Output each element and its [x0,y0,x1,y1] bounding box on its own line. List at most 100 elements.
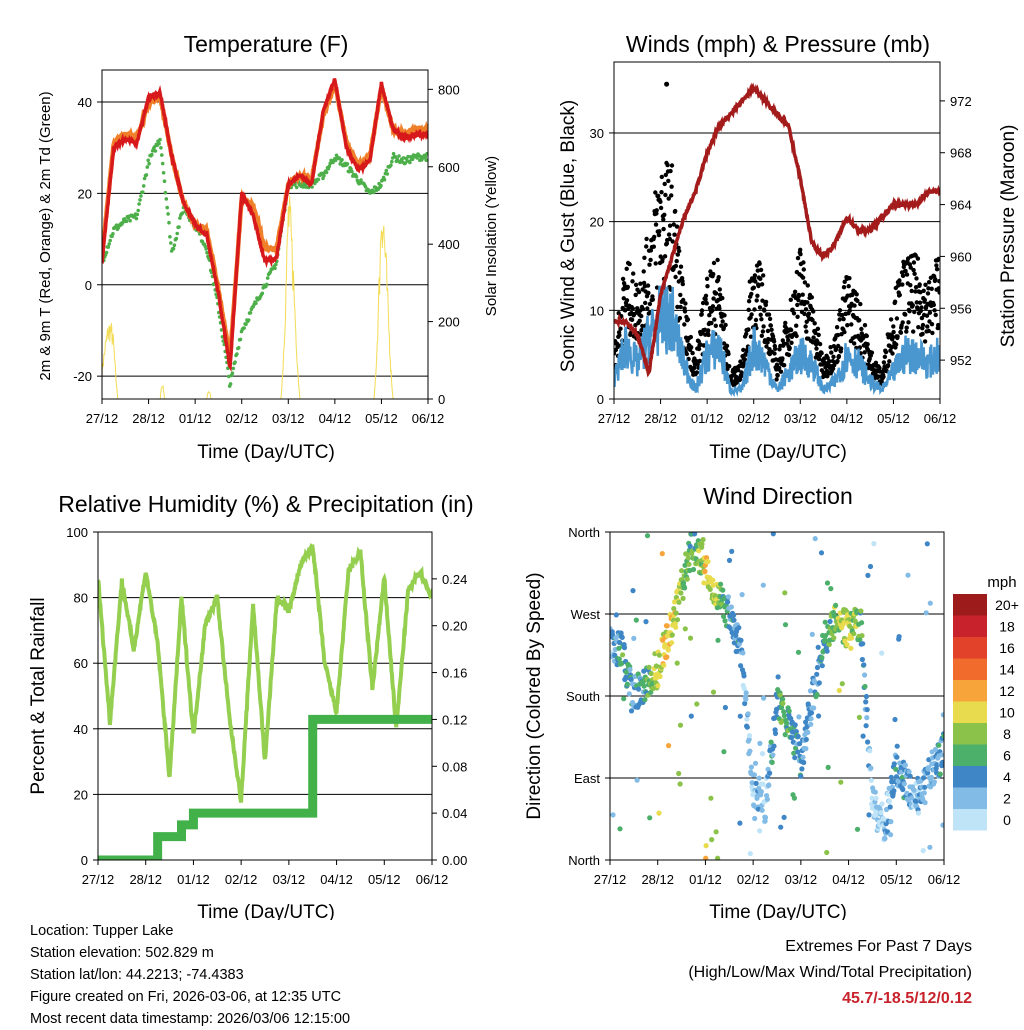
x-tick-label: 28/12 [641,872,674,887]
direction-point [864,715,870,721]
dewpoint-point [345,162,350,166]
direction-point [862,672,868,678]
gust-point [783,320,788,326]
direction-point [633,617,639,623]
direction-point [859,656,865,663]
gust-point [835,332,841,338]
gust-point [907,309,912,314]
direction-point [778,824,784,830]
gust-point [703,297,708,302]
gust-point [796,297,801,303]
location-text: Location: Tupper Lake [30,923,174,939]
gust-point [736,367,741,373]
direction-point [630,588,636,594]
plot-frame [97,531,433,861]
extremes-box: Extremes For Past 7 Days (High/Low/Max W… [688,934,972,1012]
direction-point [928,774,934,780]
gust-point [894,342,899,347]
gust-point [903,312,908,317]
direction-point [851,631,857,637]
direction-point [616,645,622,651]
gust-point [922,297,927,303]
dewpoint-point [162,179,167,183]
gust-point [717,292,723,297]
y-tick-label: 30 [590,126,604,141]
gust-point [936,286,940,291]
gust-point [900,273,906,278]
y-tick-label: 100 [66,525,88,540]
gust-point [710,308,715,313]
gust-point [774,362,780,367]
dewpoint-point [219,328,224,332]
gust-point [842,329,847,335]
gust-point [759,333,764,338]
direction-point [807,688,813,694]
gust-point [722,313,727,318]
gust-point [659,190,664,195]
gust-point [908,265,913,270]
direction-point [869,795,875,801]
direction-point [770,752,776,758]
dewpoint-point [137,202,141,206]
y-tick-label: 20 [74,787,88,802]
direction-point [768,739,774,745]
gust-point [786,352,792,358]
direction-point [676,599,682,605]
dewpoint-point [265,276,270,280]
gust-point [801,260,806,265]
dewpoint-point [164,197,169,201]
gust-point [865,342,870,347]
direction-point [823,633,829,639]
direction-point [782,732,788,738]
gust-point [633,292,638,298]
gust-point [713,323,718,328]
dewpoint-point [150,152,154,157]
direction-point [782,590,788,596]
gust-point [914,276,919,281]
direction-point [621,696,627,702]
gust-point [809,295,814,300]
colorbar-swatch [953,701,987,723]
direction-point [623,669,629,675]
gust-point [830,366,836,371]
gust-point [677,270,682,275]
direction-point [927,600,933,606]
gust-point [805,283,810,288]
direction-point [726,557,733,563]
gust-point [806,311,812,316]
gust-point [937,279,940,284]
gust-point [689,345,694,350]
gust-point [620,276,626,282]
latlon-text: Station lat/lon: 44.2213; -74.4383 [30,967,244,983]
extremes-subtitle: (High/Low/Max Wind/Total Precipitation) [688,964,972,981]
direction-point [760,582,766,588]
gust-point [696,339,701,344]
colorbar-swatch [953,680,987,702]
dewpoint-point [141,190,145,194]
direction-point [669,640,675,646]
direction-point [744,716,750,722]
gust-point [671,222,676,227]
colorbar-level-label: 20+ [995,597,1019,613]
direction-point [642,697,648,703]
gust-point [682,309,688,314]
gust-point [792,289,798,294]
y-tick-label: 0 [85,278,92,293]
x-tick-label: 06/12 [928,872,961,887]
colorbar-swatch [953,594,987,616]
y-tick-label: 60 [74,656,88,671]
x-tick-label: 02/12 [225,411,258,426]
y2-tick-label: 0.04 [442,806,467,821]
gust-point [840,312,845,318]
direction-point [743,690,749,696]
direction-point [854,826,861,832]
station-info: Location: Tupper Lake Station elevation:… [30,920,350,1030]
direction-point [738,637,744,643]
direction-point [865,739,871,745]
dewpoint-point [158,137,162,142]
gust-point [773,346,778,351]
gust-point [638,281,643,286]
temperature-chart: Temperature (F) -2002040020040060080027/… [37,31,500,463]
gust-point [755,268,760,273]
direction-point [720,587,726,593]
